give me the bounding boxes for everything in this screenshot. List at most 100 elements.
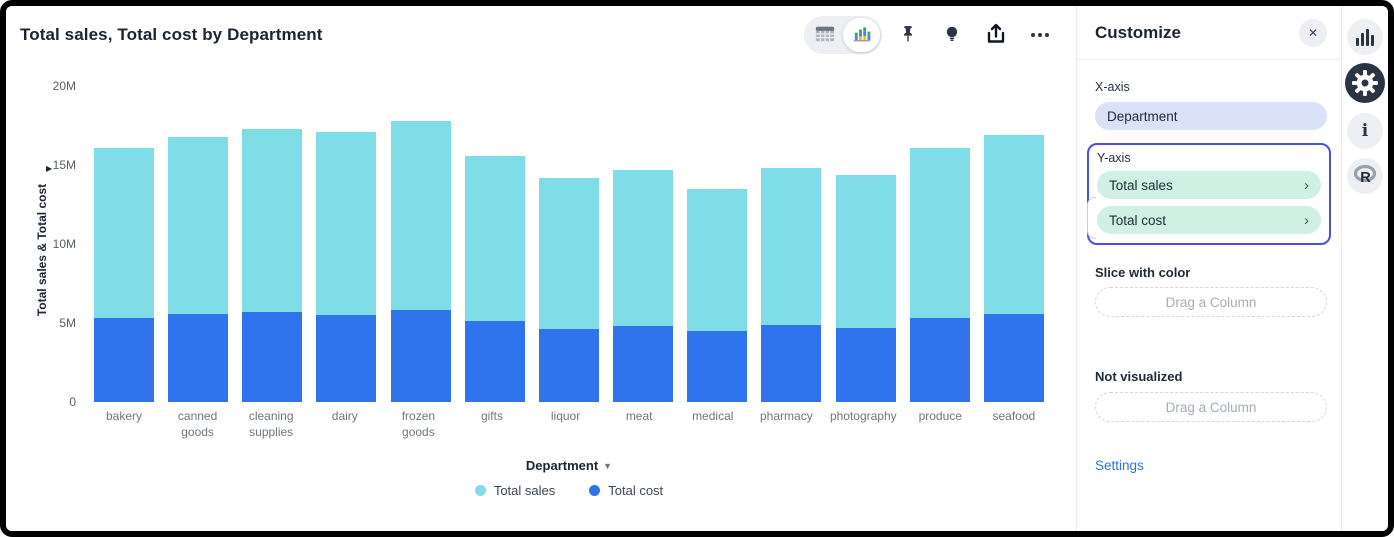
- x-axis-section-label: X-axis: [1095, 80, 1130, 94]
- x-axis-tick-label: liquor: [550, 409, 581, 423]
- total-sales-segment[interactable]: [538, 177, 599, 330]
- y-axis-caret-icon: ▶: [46, 164, 53, 173]
- close-panel-button[interactable]: ✕: [1299, 18, 1327, 47]
- x-axis-tick-label: cleaning supplies: [248, 409, 294, 439]
- pin-button[interactable]: [890, 17, 926, 53]
- total-sales-segment[interactable]: [983, 134, 1044, 315]
- table-view-button[interactable]: [806, 18, 843, 52]
- x-axis-tick-label: gifts: [480, 409, 503, 423]
- lightbulb-button[interactable]: [934, 17, 970, 53]
- bar-column[interactable]: [538, 86, 599, 402]
- more-button[interactable]: [1022, 17, 1058, 53]
- element-chart-button[interactable]: [1347, 19, 1383, 55]
- total-sales-segment[interactable]: [94, 147, 154, 319]
- bar-column[interactable]: [242, 86, 303, 402]
- total-cost-segment[interactable]: [538, 329, 599, 402]
- x-axis-tick-label: seafood: [992, 409, 1036, 423]
- y-axis-tick-label: 20M: [52, 79, 76, 93]
- pin-icon: [898, 24, 918, 47]
- total-cost-segment[interactable]: [316, 315, 377, 402]
- total-sales-segment[interactable]: [316, 131, 377, 316]
- x-axis-tick-label: canned goods: [177, 409, 218, 439]
- x-axis-tick-label: dairy: [331, 409, 358, 423]
- plot-area: [94, 86, 1044, 402]
- total-sales-segment[interactable]: [464, 155, 525, 322]
- total-cost-segment[interactable]: [613, 326, 674, 402]
- right-icon-strip: i R: [1341, 6, 1388, 531]
- not-visualized-drop-target[interactable]: Drag a Column: [1095, 392, 1327, 422]
- legend-item[interactable]: Total cost: [589, 483, 663, 498]
- y-axis-column-label: Total cost: [1109, 212, 1167, 228]
- gear-icon: [1345, 62, 1385, 106]
- x-axis-tick-label: medical: [692, 409, 734, 423]
- total-sales-segment[interactable]: [909, 147, 970, 319]
- info-button[interactable]: i: [1347, 113, 1383, 149]
- y-axis-tick-label: 5M: [59, 316, 76, 330]
- y-axis-ticks: 20M 15M 10M 5M 0: [6, 79, 76, 409]
- bar-column[interactable]: [168, 86, 229, 402]
- total-sales-segment[interactable]: [835, 174, 896, 328]
- y-axis-section-label: Y-axis: [1097, 151, 1131, 165]
- customize-panel: Customize ✕ X-axis Department Y-axis Tot…: [1076, 6, 1341, 531]
- bar-column[interactable]: [909, 86, 970, 402]
- info-icon: i: [1361, 121, 1369, 141]
- x-axis-name[interactable]: Department ▼: [94, 458, 1044, 473]
- total-sales-segment[interactable]: [390, 120, 451, 311]
- bar-column[interactable]: [983, 86, 1044, 402]
- total-sales-segment[interactable]: [687, 188, 748, 331]
- legend-dot-icon: [474, 485, 486, 496]
- x-axis-tick-label: bakery: [105, 409, 143, 423]
- total-sales-segment[interactable]: [761, 168, 822, 325]
- y-axis-tick-label: 10M: [52, 237, 76, 251]
- legend-item[interactable]: Total sales: [474, 483, 555, 498]
- bar-column[interactable]: [613, 86, 674, 402]
- chart-toolbar: [804, 16, 1058, 54]
- view-toggle: [804, 16, 882, 54]
- slice-drop-target[interactable]: Drag a Column: [1095, 287, 1327, 317]
- total-cost-segment[interactable]: [909, 318, 970, 402]
- panel-header: Customize ✕: [1077, 6, 1341, 60]
- total-cost-segment[interactable]: [687, 330, 748, 402]
- total-sales-segment[interactable]: [613, 169, 674, 327]
- bar-column[interactable]: [316, 86, 377, 402]
- settings-gear-button[interactable]: [1345, 62, 1385, 106]
- bar-column[interactable]: [464, 86, 525, 402]
- bar-column[interactable]: [390, 86, 451, 402]
- not-visualized-section-label: Not visualized: [1095, 369, 1183, 384]
- y-axis-column-pill-total-sales[interactable]: Total sales ›: [1097, 171, 1321, 199]
- export-button[interactable]: [978, 17, 1014, 53]
- bar-column[interactable]: [761, 86, 822, 402]
- x-axis-tick-label: pharmacy: [760, 409, 813, 423]
- x-axis-tick-label: frozen goods: [401, 409, 436, 439]
- x-axis-column-label: Department: [1107, 108, 1178, 124]
- x-axis-tick-label: photography: [829, 409, 897, 423]
- bar-column[interactable]: [94, 86, 154, 402]
- x-axis-name-label: Department: [525, 458, 599, 473]
- bar-column[interactable]: [835, 86, 896, 402]
- y-axis-column-pill-total-cost[interactable]: Total cost ›: [1097, 206, 1321, 234]
- chart-view-button[interactable]: [843, 18, 880, 52]
- total-cost-segment[interactable]: [761, 324, 822, 402]
- total-cost-segment[interactable]: [242, 311, 303, 402]
- y-axis-column-label: Total sales: [1109, 177, 1173, 193]
- r-language-button[interactable]: R: [1347, 158, 1383, 194]
- x-axis-tick-label: meat: [625, 409, 653, 423]
- r-language-icon: R: [1352, 163, 1378, 190]
- total-cost-segment[interactable]: [168, 314, 229, 402]
- total-cost-segment[interactable]: [983, 314, 1044, 402]
- bar-column[interactable]: [687, 86, 748, 402]
- panel-title: Customize: [1095, 22, 1181, 42]
- total-cost-segment[interactable]: [94, 318, 154, 402]
- x-axis-tick-label: produce: [918, 409, 962, 423]
- y-axis-tick-label: 15M: [52, 158, 76, 172]
- total-cost-segment[interactable]: [835, 327, 896, 402]
- total-cost-segment[interactable]: [390, 310, 451, 402]
- total-cost-segment[interactable]: [464, 321, 525, 402]
- total-sales-segment[interactable]: [168, 136, 229, 315]
- x-axis-column-pill[interactable]: Department: [1095, 102, 1327, 130]
- slice-section-label: Slice with color: [1095, 265, 1191, 280]
- settings-link[interactable]: Settings: [1095, 458, 1144, 473]
- chart-section: Total sales, Total cost by Department: [6, 6, 1076, 531]
- total-sales-segment[interactable]: [242, 128, 303, 312]
- drag-ghost-bracket: [1087, 197, 1096, 239]
